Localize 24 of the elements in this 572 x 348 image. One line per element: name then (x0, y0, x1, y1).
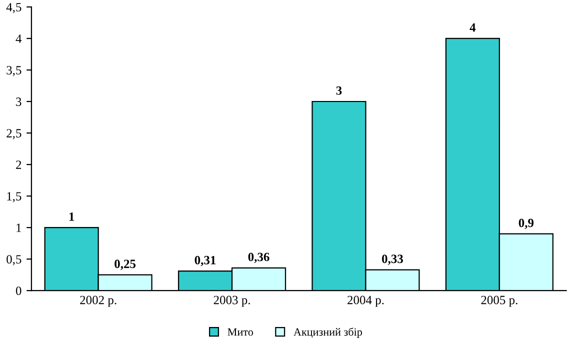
x-tick-label: 2004 р. (348, 296, 384, 307)
x-tick-label: 2002 р. (80, 296, 116, 307)
data-label: 3 (336, 86, 342, 95)
data-label: 0,25 (114, 260, 136, 270)
y-tick-label: 3,5 (6, 66, 22, 76)
legend-label: Акцизний збір (294, 328, 362, 338)
y-tick-label: 2,5 (6, 129, 22, 140)
data-label: 1 (69, 212, 74, 221)
data-label: 0,33 (382, 254, 403, 265)
y-tick-label: 0,5 (6, 255, 22, 266)
y-tick-label: 3 (16, 98, 22, 106)
y-tick-label: 0 (16, 286, 22, 296)
y-tick-label: 4,5 (6, 3, 22, 14)
y-tick-label: 1 (16, 224, 21, 232)
y-tick-label: 4 (16, 34, 22, 43)
data-label: 0,9 (518, 218, 534, 229)
data-label: 0,36 (248, 252, 270, 263)
y-tick-label: 2 (16, 160, 22, 169)
x-tick-label: 2005 р. (481, 296, 518, 307)
data-label: 4 (470, 23, 476, 32)
x-tick-label: 2003 р. (214, 296, 250, 307)
legend-label: Мито (228, 328, 254, 336)
y-tick-label: 1,5 (7, 192, 22, 202)
data-label: 0,31 (194, 256, 216, 266)
